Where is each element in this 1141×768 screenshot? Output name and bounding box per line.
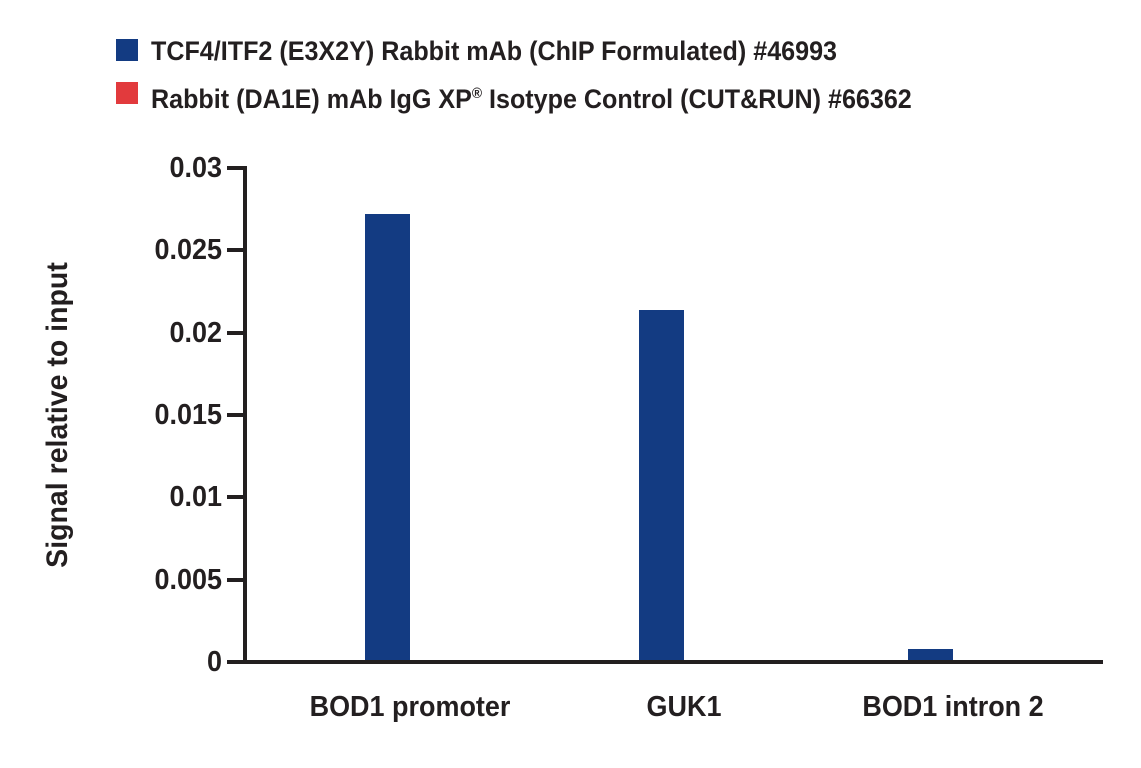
y-tick (227, 248, 243, 253)
legend-label-tcf4: TCF4/ITF2 (E3X2Y) Rabbit mAb (ChIP Formu… (151, 36, 838, 66)
y-tick (227, 495, 243, 500)
y-tick-label: 0.03 (169, 152, 222, 184)
bar (364, 214, 410, 660)
y-tick-label: 0 (206, 646, 222, 678)
y-tick-label: 0.02 (169, 316, 222, 349)
legend-item-tcf4: TCF4/ITF2 (E3X2Y) Rabbit mAb (ChIP Formu… (116, 36, 969, 66)
y-tick (227, 577, 243, 582)
y-tick (227, 413, 243, 417)
legend-swatch-red (116, 82, 138, 104)
bar (638, 310, 684, 660)
y-tick-label: 0.005 (154, 563, 222, 596)
legend-item-igg-control: Rabbit (DA1E) mAb IgG XP® Isotype Contro… (116, 79, 969, 114)
y-axis-line (243, 166, 247, 664)
legend: TCF4/ITF2 (E3X2Y) Rabbit mAb (ChIP Formu… (116, 36, 969, 114)
legend-label-igg-control: Rabbit (DA1E) mAb IgG XP® Isotype Contro… (151, 79, 912, 114)
legend-label-igg-post: Isotype Control (CUT&RUN) #66362 (482, 84, 912, 114)
x-category-label: BOD1 intron 2 (862, 691, 1044, 723)
x-axis-line (243, 660, 1103, 664)
y-tick (227, 166, 243, 170)
bar (908, 649, 954, 660)
y-axis-title: Signal relative to input (41, 262, 74, 568)
y-tick-label: 0.01 (169, 481, 222, 514)
x-category-label: BOD1 promoter (309, 691, 511, 723)
y-tick (227, 330, 243, 335)
x-category-label: GUK1 (646, 691, 722, 723)
legend-swatch-blue (116, 39, 138, 61)
y-tick-label: 0.025 (154, 234, 222, 267)
y-tick (227, 660, 243, 664)
legend-label-igg-pre: Rabbit (DA1E) mAb IgG XP (151, 84, 472, 114)
y-tick-label: 0.015 (154, 399, 222, 431)
registered-trademark-symbol: ® (471, 86, 483, 102)
